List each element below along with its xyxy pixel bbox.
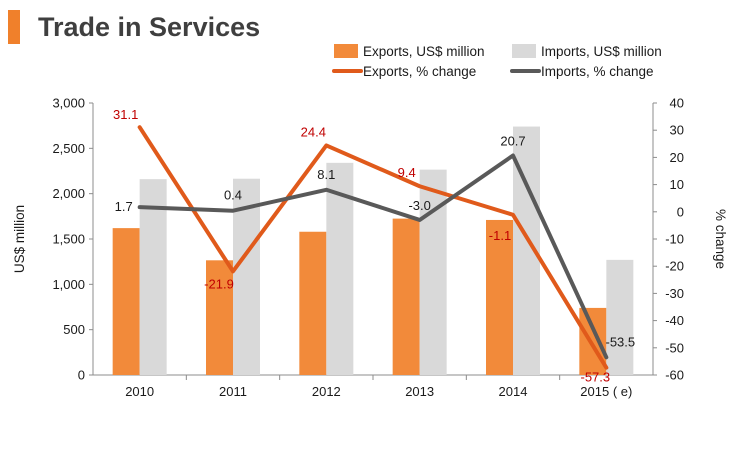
imports-pct-label: 1.7 [115, 199, 133, 214]
imports-pct-line [137, 153, 609, 360]
imports-pct-label: -53.5 [606, 334, 636, 349]
legend-imports-bar-label: Imports, US$ million [541, 44, 662, 59]
exports-bar [112, 228, 140, 375]
right-tick-label: -60 [665, 368, 684, 383]
title-accent-bar [8, 10, 20, 44]
right-tick-label: 30 [670, 123, 684, 138]
y2-axis-title: % change [713, 209, 728, 269]
exports-bar [206, 260, 233, 375]
imports-pct-label: 0.4 [224, 188, 242, 203]
right-tick-label: -10 [665, 232, 684, 247]
imports-bar [606, 259, 634, 375]
imports-pct-label: 20.7 [500, 133, 525, 148]
x-tick-label: 2011 [219, 384, 247, 399]
exports-pct-label: -21.9 [204, 276, 234, 291]
left-tick-label: 3,000 [52, 96, 85, 111]
right-tick-label: -40 [665, 313, 684, 328]
page-title: Trade in Services [38, 12, 261, 42]
right-tick-label: 10 [670, 177, 684, 192]
exports-bar [579, 307, 607, 375]
y-axis-title: US$ million [12, 205, 27, 273]
exports-bar [486, 219, 513, 375]
right-tick-label: 20 [670, 150, 684, 165]
x-tick-label: 2015 ( e) [580, 384, 632, 399]
x-tick-label: 2014 [499, 384, 528, 399]
left-tick-label: 2,000 [52, 186, 85, 201]
x-tick-label: 2010 [125, 384, 154, 399]
right-tick-label: 0 [677, 204, 684, 219]
exports-pct-label: 9.4 [398, 165, 416, 180]
right-tick-label: -20 [665, 259, 684, 274]
exports-pct-line [137, 125, 609, 370]
left-tick-label: 2,500 [52, 141, 85, 156]
exports-pct-label: 24.4 [301, 124, 326, 139]
x-tick-label: 2012 [312, 384, 341, 399]
legend-exports-bar-label: Exports, US$ million [363, 44, 485, 59]
imports-pct-label: -3.0 [408, 198, 430, 213]
left-tick-label: 500 [63, 322, 85, 337]
exports-bar [299, 231, 327, 375]
imports-pct-label: 8.1 [317, 167, 335, 182]
imports-bar [139, 179, 167, 375]
left-tick-label: 1,000 [52, 277, 85, 292]
right-tick-label: -30 [665, 286, 684, 301]
legend-exports-bar-swatch [334, 44, 358, 58]
legend-imports-bar-swatch [512, 44, 536, 58]
exports-pct-label: -1.1 [489, 228, 511, 243]
left-tick-label: 1,500 [52, 232, 85, 247]
left-tick-label: 0 [78, 368, 85, 383]
exports-pct-label: 31.1 [113, 107, 138, 122]
exports-bar [392, 218, 420, 375]
x-tick-label: 2013 [405, 384, 434, 399]
legend-imports-line-label: Imports, % change [541, 64, 654, 79]
right-tick-label: 40 [670, 96, 684, 111]
exports-pct-label: -57.3 [581, 370, 611, 385]
right-tick-label: -50 [665, 340, 684, 355]
legend-exports-line-label: Exports, % change [363, 64, 476, 79]
